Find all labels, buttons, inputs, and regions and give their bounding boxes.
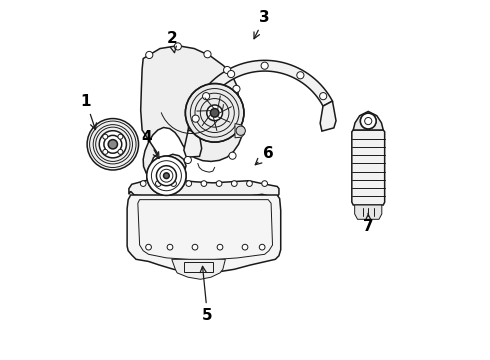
Polygon shape [129, 179, 279, 198]
Polygon shape [184, 130, 202, 157]
Text: 5: 5 [200, 266, 213, 323]
Polygon shape [353, 111, 383, 130]
Circle shape [192, 115, 199, 122]
Text: 3: 3 [254, 10, 270, 39]
Circle shape [184, 157, 192, 163]
Polygon shape [127, 195, 281, 273]
Circle shape [262, 181, 268, 186]
Text: 4: 4 [142, 130, 159, 158]
Circle shape [167, 244, 173, 250]
Circle shape [164, 173, 169, 179]
Polygon shape [235, 123, 245, 138]
Polygon shape [188, 60, 332, 131]
Circle shape [103, 134, 108, 139]
Circle shape [217, 244, 223, 250]
Circle shape [108, 140, 118, 149]
Circle shape [319, 93, 327, 100]
Circle shape [99, 131, 126, 158]
Circle shape [104, 135, 122, 153]
Text: 6: 6 [255, 146, 273, 165]
Circle shape [204, 51, 211, 58]
Circle shape [236, 126, 245, 135]
Circle shape [246, 181, 252, 186]
Circle shape [103, 149, 108, 154]
Circle shape [207, 105, 222, 121]
Circle shape [297, 72, 304, 79]
Polygon shape [320, 101, 336, 131]
Polygon shape [355, 205, 382, 219]
Circle shape [242, 244, 248, 250]
Circle shape [118, 149, 123, 154]
Circle shape [201, 181, 207, 186]
Circle shape [223, 66, 231, 73]
Circle shape [216, 181, 222, 186]
Circle shape [147, 156, 186, 195]
Circle shape [140, 181, 146, 186]
Circle shape [227, 71, 235, 78]
Circle shape [360, 113, 376, 129]
Circle shape [231, 181, 237, 186]
Circle shape [360, 113, 376, 129]
Circle shape [156, 166, 176, 186]
Circle shape [237, 126, 244, 133]
Circle shape [185, 84, 244, 142]
Circle shape [202, 93, 210, 100]
Text: 7: 7 [363, 213, 373, 234]
Circle shape [261, 62, 268, 69]
Circle shape [147, 156, 186, 195]
Circle shape [186, 181, 192, 186]
Circle shape [87, 118, 139, 170]
Circle shape [233, 85, 240, 93]
Circle shape [146, 244, 151, 250]
Circle shape [174, 43, 181, 50]
Circle shape [146, 51, 153, 59]
Circle shape [118, 134, 123, 139]
Polygon shape [352, 130, 385, 205]
Polygon shape [141, 46, 242, 184]
Circle shape [171, 181, 176, 186]
Circle shape [210, 109, 219, 117]
Text: 1: 1 [81, 94, 97, 130]
Circle shape [259, 244, 265, 250]
Circle shape [155, 181, 161, 186]
Circle shape [229, 152, 236, 159]
Polygon shape [172, 259, 225, 279]
Text: 2: 2 [167, 31, 177, 53]
Circle shape [192, 244, 198, 250]
